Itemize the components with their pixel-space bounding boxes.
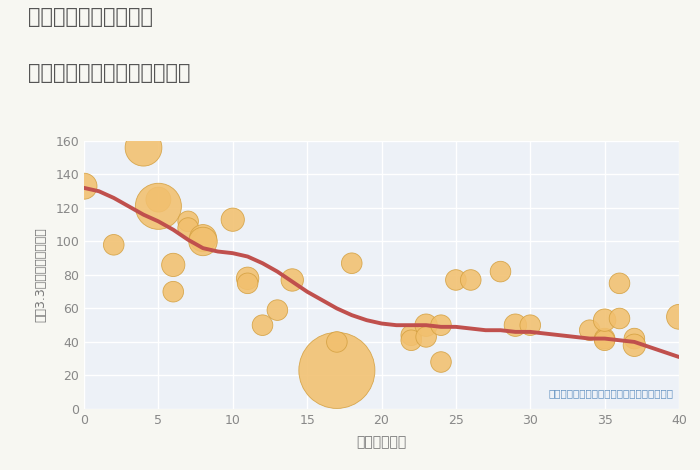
Point bbox=[614, 280, 625, 287]
Point bbox=[435, 358, 447, 366]
Point bbox=[287, 276, 298, 284]
Point bbox=[599, 316, 610, 324]
Point bbox=[331, 338, 342, 346]
Text: 奈良県奈良市佐紀町の: 奈良県奈良市佐紀町の bbox=[28, 7, 153, 27]
Point bbox=[153, 203, 164, 210]
Point bbox=[183, 224, 194, 232]
Point bbox=[510, 321, 521, 329]
Text: 築年数別中古マンション価格: 築年数別中古マンション価格 bbox=[28, 63, 190, 84]
Point bbox=[421, 321, 432, 329]
Y-axis label: 坪（3.3㎡）単価（万円）: 坪（3.3㎡）単価（万円） bbox=[34, 227, 47, 322]
Point bbox=[242, 274, 253, 282]
Point bbox=[584, 327, 595, 334]
Point bbox=[108, 241, 119, 249]
Point bbox=[525, 321, 536, 329]
X-axis label: 築年数（年）: 築年数（年） bbox=[356, 435, 407, 449]
Point bbox=[153, 196, 164, 204]
Point bbox=[435, 321, 447, 329]
Point bbox=[673, 313, 685, 321]
Point bbox=[227, 216, 238, 223]
Point bbox=[495, 268, 506, 275]
Point bbox=[168, 288, 179, 296]
Point bbox=[346, 259, 357, 267]
Text: 円の大きさは、取引のあった物件面積を示す: 円の大きさは、取引のあった物件面積を示す bbox=[548, 388, 673, 398]
Point bbox=[242, 280, 253, 287]
Point bbox=[465, 276, 476, 284]
Point bbox=[450, 276, 461, 284]
Point bbox=[168, 261, 179, 269]
Point bbox=[257, 321, 268, 329]
Point bbox=[331, 367, 342, 374]
Point bbox=[599, 335, 610, 342]
Point bbox=[406, 337, 417, 344]
Point bbox=[406, 331, 417, 339]
Point bbox=[183, 218, 194, 225]
Point bbox=[197, 235, 209, 242]
Point bbox=[599, 337, 610, 344]
Point bbox=[78, 182, 90, 190]
Point bbox=[272, 306, 283, 314]
Point bbox=[629, 335, 640, 342]
Point bbox=[421, 333, 432, 341]
Point bbox=[138, 144, 149, 151]
Point bbox=[629, 342, 640, 349]
Point bbox=[197, 238, 209, 245]
Point bbox=[614, 315, 625, 322]
